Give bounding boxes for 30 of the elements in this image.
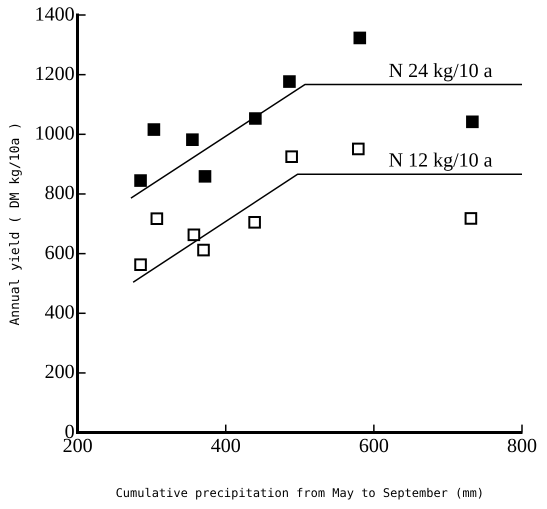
point — [466, 115, 479, 128]
point — [352, 142, 365, 156]
point — [353, 32, 366, 44]
y-tick-label: 200 — [44, 361, 75, 384]
x-tick-label: 800 — [507, 434, 537, 457]
point — [148, 123, 160, 136]
y-tick-label: 400 — [44, 302, 75, 324]
y-tick-label: 600 — [44, 242, 75, 264]
point — [150, 212, 164, 226]
point — [464, 212, 478, 225]
y-tick-label: 800 — [44, 182, 75, 204]
point — [188, 228, 200, 242]
x-tick-label: 600 — [358, 434, 389, 457]
x-tick-label: 400 — [210, 434, 241, 457]
x-axis-title: Cumulative precipitation from May to September (mm) — [116, 486, 484, 500]
point — [134, 258, 147, 271]
y-axis-title: Annual yield ( DM kg/10a ) — [8, 122, 24, 326]
point — [197, 244, 210, 256]
point — [134, 174, 147, 187]
y-tick-label: 1400 — [34, 3, 75, 26]
y-tick-label: 1200 — [34, 62, 75, 85]
point — [283, 75, 296, 88]
point — [198, 170, 212, 183]
y-tick-label: 1000 — [34, 122, 75, 145]
point — [285, 150, 298, 163]
point — [186, 133, 199, 146]
annotation: N 12 kg/10 a — [388, 150, 493, 172]
point — [249, 112, 262, 125]
annotation: N 24 kg/10 a — [388, 60, 493, 82]
point — [248, 216, 261, 229]
